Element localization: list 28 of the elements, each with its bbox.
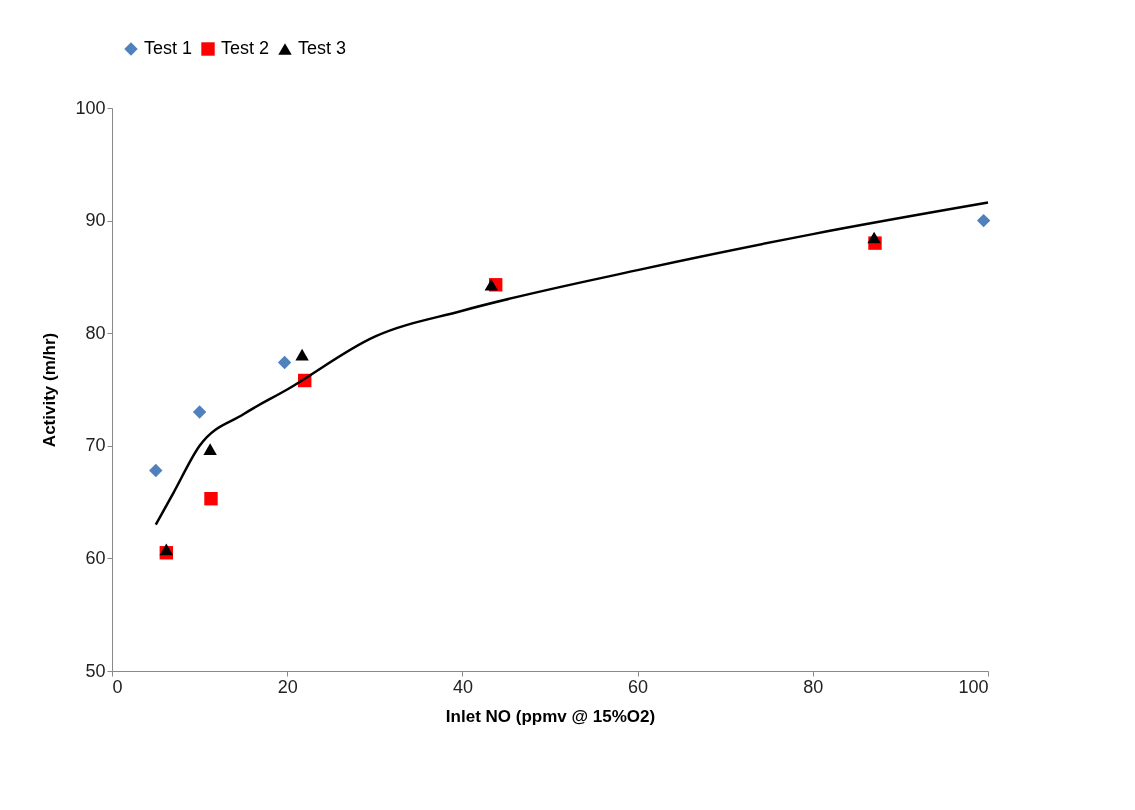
x-tick-label: 80 <box>803 676 824 697</box>
x-tick-label: 20 <box>277 676 298 697</box>
point <box>277 355 292 370</box>
y-tick-label: 50 <box>85 660 106 681</box>
legend-label: Test 3 <box>298 38 347 58</box>
point <box>159 543 174 556</box>
point <box>484 278 499 291</box>
x-tick-label: 0 <box>112 676 123 697</box>
y-tick-label: 70 <box>85 435 106 456</box>
x-tick-label: 60 <box>628 676 649 697</box>
point <box>192 405 207 419</box>
legend-label: Test 2 <box>221 38 270 58</box>
y-tick-label: 60 <box>85 547 106 568</box>
y-tick-label: 90 <box>85 210 106 231</box>
y-tick-label: 100 <box>75 97 106 118</box>
legend-label: Test 1 <box>144 38 193 58</box>
line-series <box>154 201 990 526</box>
x-axis-title: Inlet NO (ppmv @ 15%O2) <box>445 706 656 726</box>
x-tick-label: 100 <box>958 676 989 697</box>
point <box>295 348 309 361</box>
y-tick-label: 80 <box>85 322 106 343</box>
point <box>204 492 218 506</box>
point <box>149 463 163 478</box>
x-tick-label: 40 <box>452 676 473 697</box>
y-axis-title: Activity (m/hr) <box>40 332 60 448</box>
point <box>867 231 881 244</box>
point <box>976 213 991 228</box>
point <box>203 443 217 455</box>
